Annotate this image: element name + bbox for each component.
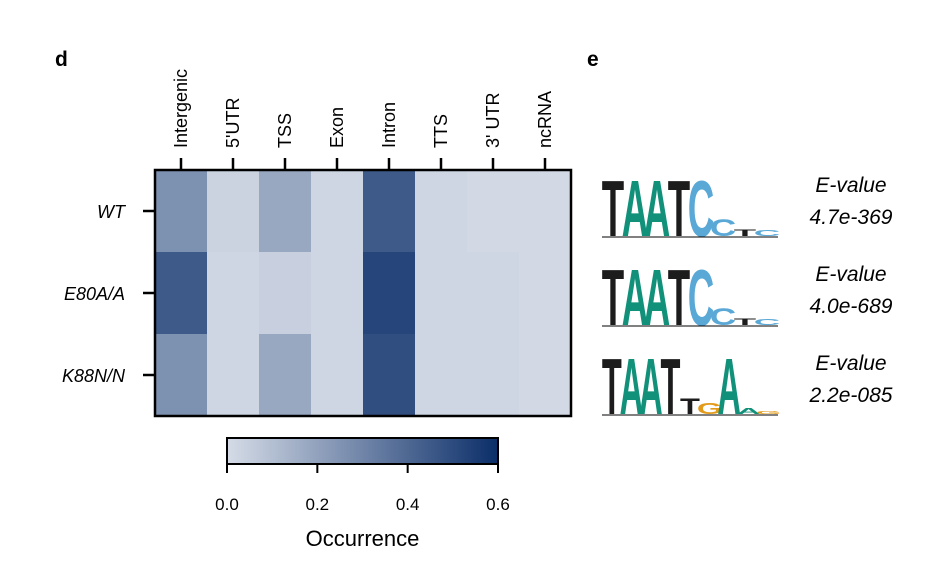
heatmap-cell-1-6 (467, 252, 520, 335)
logo-letter: T (680, 394, 700, 419)
logo-letter: T (602, 165, 624, 254)
heatmap-cell-2-6 (467, 334, 520, 417)
logo-letter: A (639, 342, 663, 431)
evalue-number: 4.0e-689 (810, 295, 893, 318)
heatmap-cell-0-3 (311, 170, 364, 253)
logo-letter: A (622, 254, 648, 343)
logo-letter: G (756, 410, 781, 415)
heatmap-cell-0-5 (415, 170, 468, 253)
logo-letter: G (697, 400, 722, 417)
column-label: Intron (379, 102, 399, 148)
evalue-label: E-value (815, 352, 886, 375)
heatmap-cell-1-5 (415, 252, 468, 335)
colorbar-tick-label: 0.6 (486, 495, 510, 514)
heatmap-cell-0-2 (259, 170, 312, 253)
column-label: TTS (431, 114, 451, 148)
evalue-label: E-value (815, 263, 886, 286)
heatmap-cell-1-7 (519, 252, 572, 335)
logo-letter: A (622, 165, 648, 254)
panel-letter-d: d (55, 48, 68, 71)
logo-letter: T (668, 165, 690, 254)
logo-letter: T (660, 342, 680, 431)
heatmap-cell-1-1 (207, 252, 260, 335)
logo-letter: T (668, 254, 690, 343)
row-label: K88N/N (62, 366, 126, 386)
row-label: E80A/A (64, 284, 125, 304)
column-label: Exon (327, 107, 347, 148)
logo-letter: T (734, 227, 757, 238)
column-label: 3' UTR (483, 93, 503, 148)
logo-letter: T (602, 254, 624, 343)
heatmap-cell-0-7 (519, 170, 572, 253)
heatmap-cell-2-7 (519, 334, 572, 417)
colorbar-tick-label: 0.2 (306, 495, 330, 514)
logo-letter: C (754, 318, 780, 327)
heatmap-cell-1-4 (363, 252, 416, 335)
motif-logo-panel: TAATCCTCE-value4.7e-369TAATCCTCE-value4.… (602, 165, 893, 431)
evalue-number: 2.2e-085 (809, 384, 893, 407)
colorbar: 0.0 0.2 0.4 0.6 Occurrence (215, 437, 510, 551)
logo-letter: A (620, 342, 644, 431)
panel-letter-e: e (587, 48, 599, 71)
heatmap-cell-1-2 (259, 252, 312, 335)
logo-letter: C (754, 229, 780, 238)
logo-letter: C (688, 165, 714, 254)
heatmap-cell-1-0 (155, 252, 208, 335)
colorbar-tick-label: 0.0 (215, 495, 239, 514)
colorbar-tick-label: 0.4 (396, 495, 420, 514)
heatmap-cell-1-3 (311, 252, 364, 335)
colorbar-gradient (226, 437, 499, 465)
evalue-label: E-value (815, 174, 886, 197)
colorbar-title: Occurrence (306, 526, 420, 551)
logo-letter: A (737, 407, 761, 416)
column-label: Intergenic (171, 69, 191, 148)
logo-letter: A (644, 165, 670, 254)
logo-letter: A (644, 254, 670, 343)
column-label: 5'UTR (223, 98, 243, 148)
heatmap-cell-2-0 (155, 334, 208, 417)
heatmap-cell-2-1 (207, 334, 260, 417)
heatmap-cell-0-6 (467, 170, 520, 253)
heatmap-cell-2-4 (363, 334, 416, 417)
logo-letter: C (688, 254, 714, 343)
heatmap-plot: Intergenic 5'UTR TSS Exon Intron TTS 3' UTR ncR… (62, 69, 573, 418)
heatmap-cell-0-0 (155, 170, 208, 253)
heatmap-cell-2-3 (311, 334, 364, 417)
column-label: ncRNA (535, 91, 555, 148)
logo-letter: T (602, 342, 622, 431)
heatmap-cell-2-5 (415, 334, 468, 417)
heatmap-cell-0-1 (207, 170, 260, 253)
logo-letter: A (717, 342, 741, 431)
heatmap-cell-0-4 (363, 170, 416, 253)
logo-letter: T (734, 316, 757, 327)
row-label: WT (97, 202, 127, 222)
column-label: TSS (275, 113, 295, 148)
evalue-number: 4.7e-369 (810, 206, 893, 229)
heatmap-cell-2-2 (259, 334, 312, 417)
